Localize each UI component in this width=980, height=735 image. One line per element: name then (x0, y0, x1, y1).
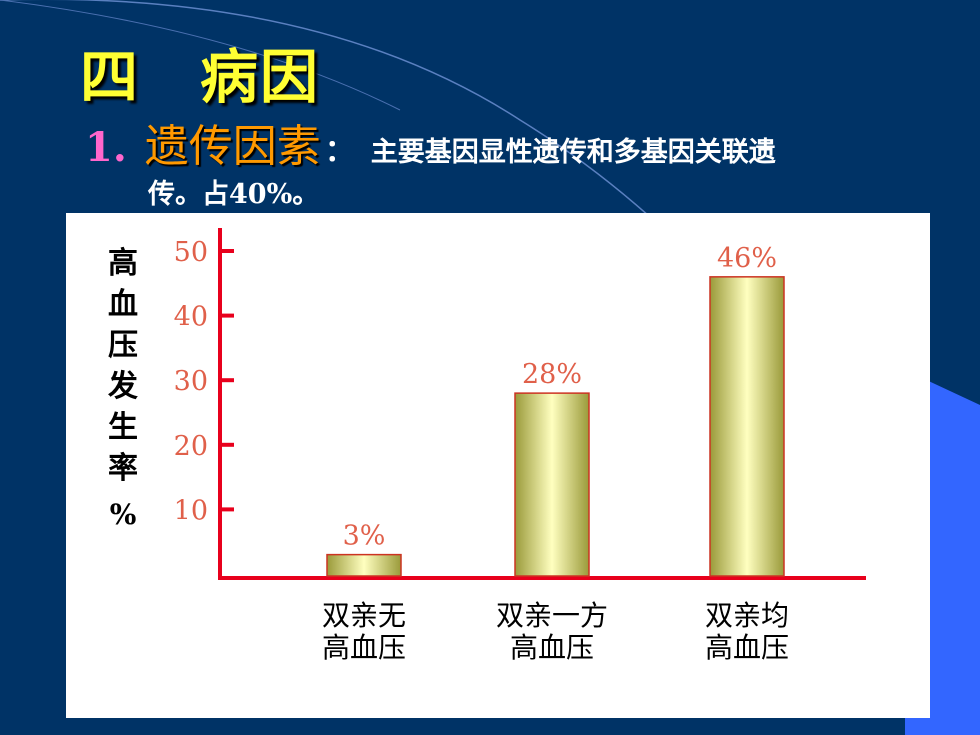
bar (514, 392, 590, 577)
category-label: 高血压 (510, 631, 594, 664)
y-axis-label-char: 发 (108, 369, 138, 404)
subheading-colon: ： (324, 134, 355, 169)
category-label: 双亲无 (322, 599, 406, 632)
category-label: 双亲一方 (496, 599, 608, 632)
category-label: 双亲均 (705, 599, 789, 632)
y-tick-label: 30 (174, 366, 208, 397)
y-axis-label-char: 血 (108, 287, 138, 322)
heading-word: 病因 (200, 43, 321, 111)
subheading-text-line1: 主要基因显性遗传和多基因关联遗 (370, 137, 776, 168)
y-axis-unit: % (109, 498, 137, 531)
chart-panel: 高血压发生率 % 10 20 30 40 50 3% 双亲无 高血压 28% 双亲一方 高血压 46%… (66, 213, 930, 718)
y-tick-label: 10 (174, 495, 208, 526)
y-axis-label-char: 率 (108, 451, 138, 486)
subheading-title: 遗传因素 (144, 121, 321, 172)
subheading-text-line2: 传。占40%。 (148, 179, 320, 210)
y-axis-label-char: 生 (108, 410, 138, 445)
slide-heading: 四病因 (80, 30, 320, 114)
bar (709, 276, 785, 577)
y-axis-label-char: 高 (108, 246, 138, 281)
bar-data-label: 28% (522, 359, 582, 390)
bar (326, 553, 402, 577)
subheading-number: 1. (85, 124, 127, 171)
category-label: 高血压 (705, 631, 789, 664)
y-tick-label: 40 (174, 302, 208, 333)
y-tick-label: 20 (174, 431, 208, 462)
heading-number: 四 (80, 43, 141, 111)
y-axis-label: 高血压发生率 (106, 243, 140, 489)
bar-data-label: 46% (717, 243, 777, 274)
y-tick-label: 50 (174, 237, 208, 268)
bar-data-label: 3% (343, 521, 386, 552)
category-label: 高血压 (322, 631, 406, 664)
subheading-line: 1. 遗传因素： 主要基因显性遗传和多基因关联遗 (85, 110, 776, 174)
y-axis-label-char: 压 (108, 328, 138, 363)
